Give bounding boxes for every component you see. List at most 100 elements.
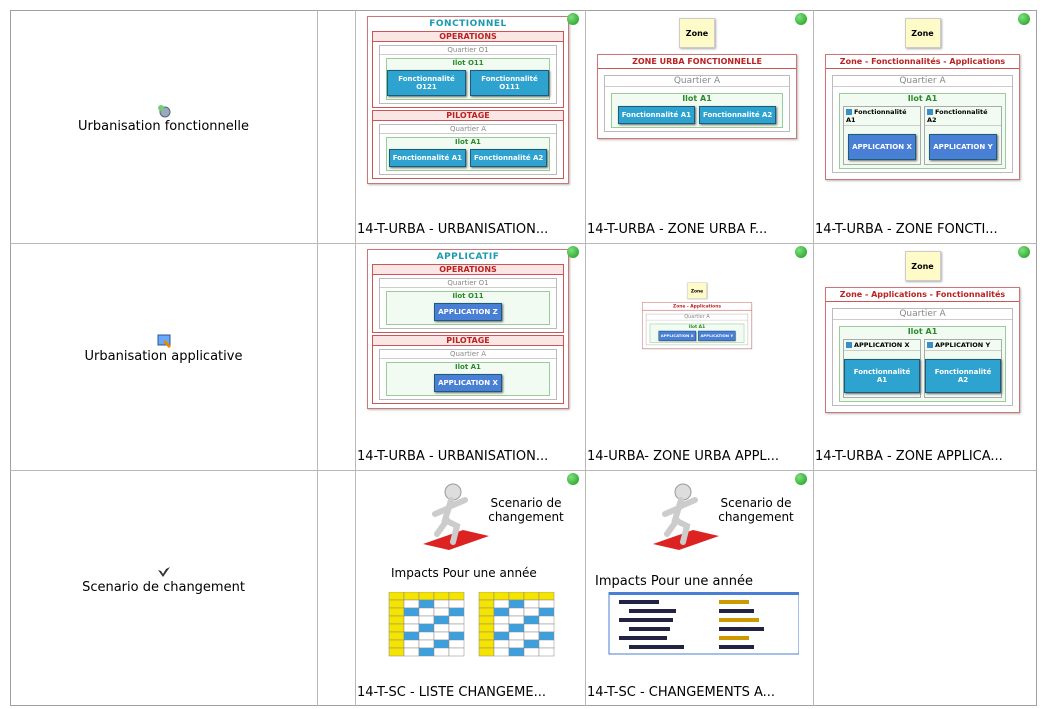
diagram-box: APPLICATION X (848, 134, 916, 160)
group-header: Fonctionnalité A1 (844, 107, 920, 126)
diagram-frame: Zone - Fonctionnalités - Applications Qua… (825, 54, 1020, 180)
thumbnail-cell[interactable]: APPLICATIF OPERATIONS Quartier O1 Ilot O11 A… (355, 243, 585, 470)
status-dot (795, 473, 807, 485)
row-label: Scenario de changement (82, 580, 245, 595)
ilot: Ilot A1 APPLICATION X (386, 362, 550, 396)
row-line (10, 243, 1037, 244)
diagram-frame: ZONE URBA FONCTIONNELLE Quartier A Ilot A1… (597, 54, 797, 139)
quartier-title: Quartier O1 (380, 279, 556, 288)
diagram-box: APPLICATION X (434, 374, 502, 392)
zone-note: Zone (904, 251, 941, 281)
section-title: PILOTAGE (373, 111, 563, 121)
thumbnail-cell[interactable]: Scenario de changement Impacts Pour une a… (585, 470, 813, 706)
section: OPERATIONS Quartier O1 Ilot O11 Fonctionnal… (372, 31, 564, 108)
quartier: Quartier A Ilot A1 Fonctionnalité A1 APPLIC… (832, 75, 1013, 173)
thumbnail-cell[interactable]: Scenario de changement Impacts Pour une a… (355, 470, 585, 706)
diagram-box: Fonctionnalité A2 (925, 359, 1001, 393)
section: PILOTAGE Quartier A Ilot A1 Fonctionnalité … (372, 110, 564, 179)
ilot: Ilot A1 Fonctionnalité A1 Fonctionnalité A… (611, 93, 783, 128)
ilot: Ilot A1 APPLICATION X Fonctionnalité A1 APP… (839, 326, 1006, 402)
diagram-heading: FONCTIONNEL (429, 19, 507, 29)
row-label: Urbanisation fonctionnelle (78, 118, 249, 134)
box-row: Fonctionnalité A1 Fonctionnalité A2 (612, 106, 782, 124)
thumbnail-caption: 14-T-URBA - URBANISATION... (357, 449, 549, 464)
zone-title: Zone - Applications - Fonctionnalités (826, 288, 1019, 302)
column-line (317, 10, 318, 706)
zone-diagram: Zone Zone - Applications Quartier A Ilot A1… (639, 282, 756, 349)
diagram-box: Fonctionnalité O121 (387, 70, 466, 96)
box-row: Fonctionnalité A1 Fonctionnalité A2 (387, 149, 549, 167)
diagram-box: APPLICATION Y (698, 330, 736, 341)
thumbnail-cell[interactable]: Zone ZONE URBA FONCTIONNELLE Quartier A Ilo… (585, 10, 813, 243)
thumbnail-cell[interactable]: Zone Zone - Applications - Fonctionnalité… (813, 243, 1036, 470)
ilot-title: Ilot A1 (688, 324, 706, 330)
quartier: Quartier A Ilot A1 Fonctionnalité A1 Foncti… (604, 75, 790, 132)
table (10, 10, 1037, 706)
quartier-title: Quartier O1 (380, 46, 556, 55)
thumbnail-cell[interactable]: Zone Zone - Applications Quartier A Ilot A1… (585, 243, 813, 470)
thumbnail: Scenario de changement Impacts Pour une a… (591, 474, 803, 676)
ilot-title: Ilot A1 (455, 363, 481, 371)
group: Fonctionnalité A2 APPLICATION Y (924, 106, 1002, 165)
quartier: Quartier A Ilot A1 APPLICATION X APPLICATIO… (645, 313, 749, 346)
section-title: OPERATIONS (373, 265, 563, 275)
zone-note: Zone (687, 282, 707, 299)
status-dot (567, 246, 579, 258)
diagram-box: Fonctionnalité A2 (470, 149, 548, 167)
thumbnail: FONCTIONNEL OPERATIONS Quartier O1 Ilot O11… (361, 14, 575, 213)
thumbnail-caption: 14-T-URBA - ZONE FONCTI... (815, 222, 998, 237)
diagram-frame: Zone - Applications - Fonctionnalités Qua… (825, 287, 1020, 413)
group-header: APPLICATION Y (925, 340, 1001, 351)
diagram-box: Fonctionnalité A2 (699, 106, 777, 124)
scenario-title: Scenario de changement (718, 496, 794, 524)
status-dot (567, 473, 579, 485)
diagram-frame: APPLICATIF OPERATIONS Quartier O1 Ilot O11 A… (367, 249, 569, 409)
group: APPLICATION X Fonctionnalité A1 (843, 339, 921, 398)
status-dot (795, 13, 807, 25)
ilot-title: Ilot O11 (452, 292, 484, 300)
ilot: Ilot A1 Fonctionnalité A1 Fonctionnalité A… (386, 137, 550, 171)
ilot-title: Ilot O11 (452, 59, 484, 67)
thumbnail: Scenario de changement Impacts Pour une a… (361, 474, 575, 676)
group-header: Fonctionnalité A2 (925, 107, 1001, 126)
box-row: APPLICATION X APPLICATION Y (650, 330, 744, 341)
ilot-title: Ilot A1 (682, 94, 712, 103)
figure (421, 482, 491, 552)
diagram-frame: FONCTIONNEL OPERATIONS Quartier O1 Ilot O11… (367, 16, 569, 184)
diagram-box: APPLICATION Y (929, 134, 997, 160)
thumbnail-caption: 14-T-URBA - URBANISATION... (357, 222, 549, 237)
column-line (585, 10, 586, 706)
thumbnail: Zone Zone - Fonctionnalités - Application… (819, 14, 1026, 213)
ilot: Ilot A1 Fonctionnalité A1 APPLICATION X Fon… (839, 93, 1006, 169)
row-label: Urbanisation applicative (84, 348, 243, 364)
row-icon (157, 103, 171, 117)
diagram-box: Fonctionnalité A1 (388, 149, 466, 167)
thumbnail-caption: 14-URBA- ZONE URBA APPL... (587, 449, 780, 464)
diagram-frame: Zone - Applications Quartier A Ilot A1 APPL… (642, 302, 752, 349)
zone-note: Zone (679, 18, 715, 48)
box-row: APPLICATION X (387, 374, 549, 392)
quartier: Quartier A Ilot A1 APPLICATION X (379, 349, 557, 400)
scenario-subtitle: Impacts Pour une année (391, 566, 537, 580)
scenario-visual (599, 591, 800, 662)
row-icon (157, 333, 172, 348)
thumbnail-cell[interactable]: Zone Zone - Fonctionnalités - Application… (813, 10, 1036, 243)
column-line (813, 10, 814, 706)
quartier: Quartier A Ilot A1 Fonctionnalité A1 Foncti… (379, 124, 557, 175)
quartier-title: Quartier A (833, 309, 1012, 320)
thumbnail-cell[interactable]: FONCTIONNEL OPERATIONS Quartier O1 Ilot O11… (355, 10, 585, 243)
thumbnail-caption: 14-T-SC - CHANGEMENTS A... (587, 685, 776, 700)
quartier: Quartier O1 Ilot O11 APPLICATION Z (379, 278, 557, 329)
status-dot (567, 13, 579, 25)
quartier-title: Quartier A (605, 76, 789, 87)
status-dot (1018, 13, 1030, 25)
scenario-subtitle: Impacts Pour une année (595, 574, 753, 589)
diagram-box: Fonctionnalité A1 (617, 106, 695, 124)
quartier: Quartier O1 Ilot O11 Fonctionnalité O121 Fo… (379, 45, 557, 104)
thumbnail: Zone Zone - Applications Quartier A Ilot A1… (591, 247, 803, 440)
zone-title: Zone - Fonctionnalités - Applications (826, 55, 1019, 69)
column-line (355, 10, 356, 706)
diagram-box: APPLICATION X (658, 330, 696, 341)
thumbnail: Zone Zone - Applications - Fonctionnalité… (819, 247, 1026, 440)
